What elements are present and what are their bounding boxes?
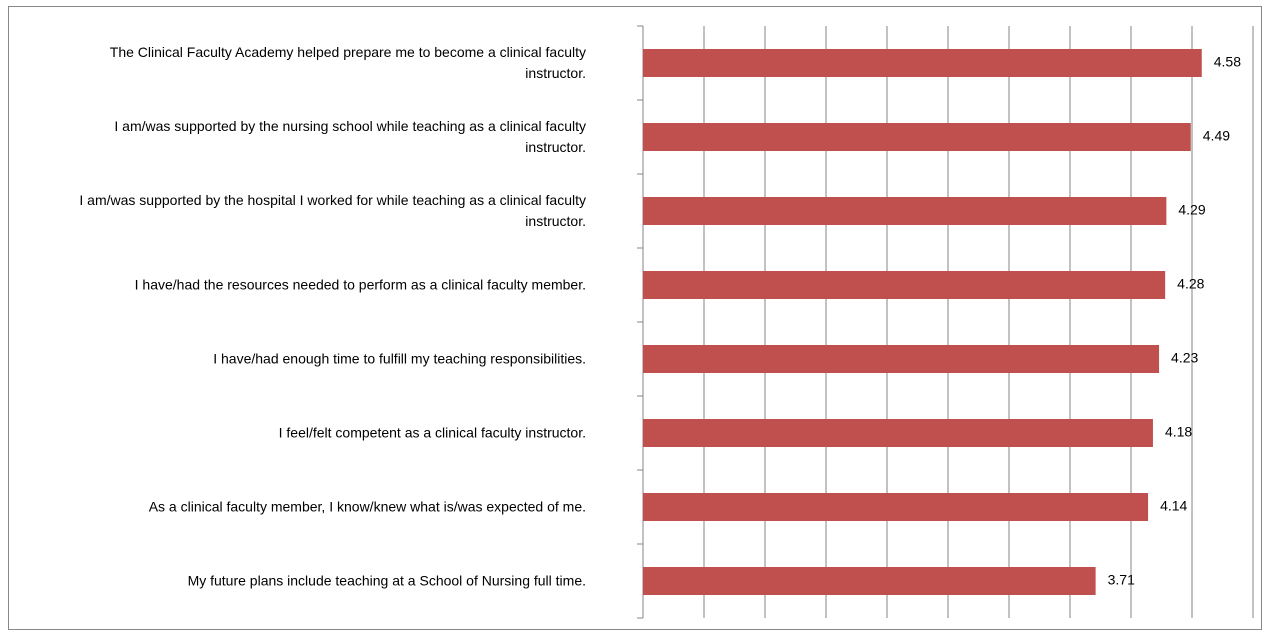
chart-frame: [8, 6, 1262, 630]
bar: [643, 123, 1191, 151]
value-label: 4.18: [1165, 424, 1192, 440]
bar: [643, 345, 1160, 373]
y-tick-label: My future plans include teaching at a Sc…: [187, 572, 586, 589]
value-label: 4.28: [1177, 276, 1204, 292]
y-tick-label: As a clinical faculty member, I know/kne…: [148, 498, 586, 515]
bar: [643, 567, 1096, 595]
bar: [643, 419, 1153, 447]
y-tick-label: I have/had enough time to fulfill my tea…: [213, 350, 586, 367]
bar: [643, 271, 1166, 299]
value-label: 4.14: [1160, 498, 1187, 514]
y-tick-label: The Clinical Faculty Academy helped prep…: [109, 44, 586, 81]
y-tick-label: I am/was supported by the nursing school…: [114, 118, 586, 155]
value-label: 4.23: [1171, 350, 1198, 366]
y-tick-label: I am/was supported by the hospital I wor…: [79, 192, 586, 229]
value-label: 3.71: [1108, 572, 1135, 588]
y-tick-label: I feel/felt competent as a clinical facu…: [278, 424, 586, 441]
y-tick-label: I have/had the resources needed to perfo…: [134, 276, 586, 293]
bar: [643, 197, 1167, 225]
value-label: 4.49: [1203, 128, 1230, 144]
bar: [643, 493, 1149, 521]
value-label: 4.58: [1214, 54, 1241, 70]
value-label: 4.29: [1178, 202, 1205, 218]
bar: [643, 49, 1202, 77]
